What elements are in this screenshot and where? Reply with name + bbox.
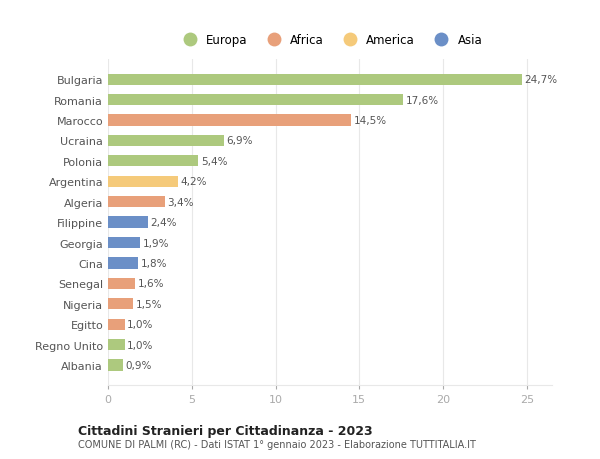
Text: 5,4%: 5,4% xyxy=(201,157,227,167)
Text: 1,0%: 1,0% xyxy=(127,319,154,330)
Legend: Europa, Africa, America, Asia: Europa, Africa, America, Asia xyxy=(173,30,487,52)
Text: 1,9%: 1,9% xyxy=(142,238,169,248)
Bar xyxy=(108,156,199,167)
Bar xyxy=(108,278,135,289)
Text: COMUNE DI PALMI (RC) - Dati ISTAT 1° gennaio 2023 - Elaborazione TUTTITALIA.IT: COMUNE DI PALMI (RC) - Dati ISTAT 1° gen… xyxy=(78,440,476,449)
Text: 6,9%: 6,9% xyxy=(226,136,253,146)
Text: 1,5%: 1,5% xyxy=(136,299,162,309)
Bar xyxy=(108,196,165,208)
Text: 0,9%: 0,9% xyxy=(125,360,152,370)
Bar xyxy=(108,359,123,371)
Text: 3,4%: 3,4% xyxy=(167,197,194,207)
Text: 2,4%: 2,4% xyxy=(151,218,177,228)
Bar xyxy=(108,298,133,310)
Text: 14,5%: 14,5% xyxy=(353,116,386,126)
Text: 1,6%: 1,6% xyxy=(137,279,164,289)
Bar xyxy=(108,237,140,249)
Bar xyxy=(108,135,224,147)
Text: 4,2%: 4,2% xyxy=(181,177,208,187)
Text: Cittadini Stranieri per Cittadinanza - 2023: Cittadini Stranieri per Cittadinanza - 2… xyxy=(78,424,373,437)
Bar xyxy=(108,258,138,269)
Text: 1,0%: 1,0% xyxy=(127,340,154,350)
Bar xyxy=(108,95,403,106)
Bar xyxy=(108,115,351,126)
Text: 1,8%: 1,8% xyxy=(140,258,167,269)
Bar xyxy=(108,176,178,187)
Text: 24,7%: 24,7% xyxy=(524,75,557,85)
Bar xyxy=(108,339,125,350)
Bar xyxy=(108,74,522,86)
Text: 17,6%: 17,6% xyxy=(406,95,439,106)
Bar xyxy=(108,217,148,228)
Bar xyxy=(108,319,125,330)
